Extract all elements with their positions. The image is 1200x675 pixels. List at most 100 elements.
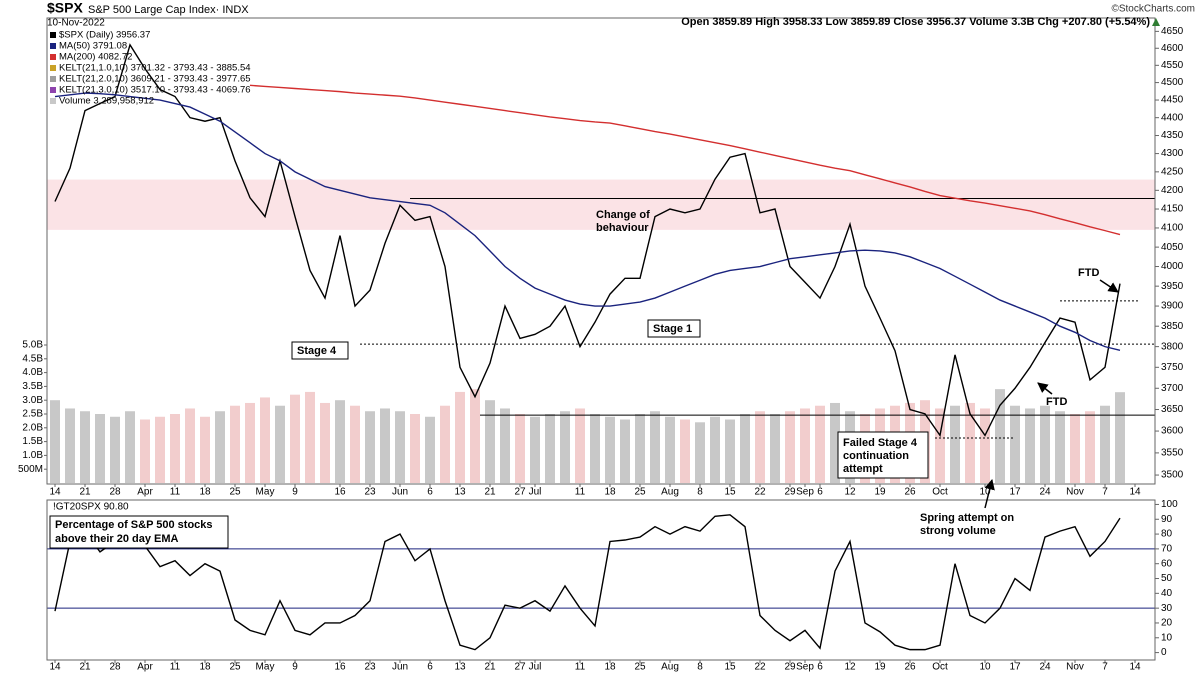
- volume-bar: [410, 414, 420, 483]
- x-tick-label: 15: [724, 487, 736, 498]
- x-tick-label: 25: [634, 662, 646, 673]
- volume-bar: [620, 419, 630, 483]
- volume-bar: [830, 402, 840, 483]
- x-tick-label: 28: [109, 662, 121, 673]
- x-tick-label: 11: [575, 487, 586, 498]
- y-tick-label: 3700: [1161, 383, 1184, 394]
- y2-tick-label: 3.5B: [22, 381, 43, 392]
- y-tick-label: 4650: [1161, 26, 1184, 37]
- x-tick-label: 6: [427, 662, 433, 673]
- legend-label: KELT(21,2.0,10) 3609.21 - 3793.43 - 3977…: [59, 74, 251, 85]
- x-tick-label: 19: [874, 487, 886, 498]
- x-tick-label: Apr: [137, 487, 153, 498]
- x-tick-label: 10: [979, 487, 991, 498]
- y-tick-label: 4550: [1161, 60, 1184, 71]
- y-tick-label: 70: [1161, 544, 1173, 555]
- arrow: [1099, 279, 1119, 293]
- legend-swatch: [50, 87, 56, 93]
- arrow: [984, 478, 995, 509]
- x-tick-label: 25: [229, 487, 241, 498]
- x-tick-label: 11: [170, 662, 181, 673]
- y-tick-label: 3600: [1161, 426, 1184, 437]
- volume-bar: [1115, 392, 1125, 483]
- volume-bar: [470, 389, 480, 483]
- indicator-label: Percentage of S&P 500 stocks: [55, 519, 213, 531]
- y2-tick-label: 2.0B: [22, 422, 43, 433]
- volume-bar: [995, 389, 1005, 483]
- volume-bar: [50, 400, 60, 483]
- x-tick-label: 21: [484, 487, 496, 498]
- y-tick-label: 3950: [1161, 281, 1184, 292]
- volume-bar: [215, 411, 225, 483]
- volume-bar: [635, 414, 645, 483]
- y2-tick-label: 2.5B: [22, 409, 43, 420]
- resistance-band: [47, 179, 1155, 230]
- y-tick-label: 4450: [1161, 95, 1184, 106]
- volume-bar: [515, 414, 525, 483]
- annotation: Stage 1: [653, 323, 692, 335]
- x-tick-label: 7: [1102, 662, 1108, 673]
- quote: Open 3859.89 High 3958.33 Low 3859.89 Cl…: [681, 16, 1150, 28]
- series-line: [54, 43, 1121, 438]
- y-tick-label: 20: [1161, 618, 1173, 629]
- y-tick-label: 3800: [1161, 341, 1184, 352]
- volume-bar: [680, 419, 690, 483]
- volume-bar: [200, 416, 210, 483]
- x-tick-label: Jul: [529, 487, 542, 498]
- x-tick-label: 6: [817, 662, 823, 673]
- volume-bar: [65, 408, 75, 483]
- volume-bar: [335, 400, 345, 483]
- volume-bar: [95, 414, 105, 483]
- x-tick-label: 17: [1009, 662, 1021, 673]
- y-tick-label: 30: [1161, 603, 1173, 614]
- y-tick-label: 0: [1161, 647, 1167, 658]
- x-tick-label: 22: [754, 662, 766, 673]
- x-tick-label: 21: [79, 487, 91, 498]
- volume-bar: [605, 416, 615, 483]
- date: 10-Nov-2022: [47, 18, 105, 29]
- x-tick-label: 12: [844, 662, 856, 673]
- volume-bar: [245, 402, 255, 483]
- y-tick-label: 3500: [1161, 470, 1184, 481]
- legend-label: $SPX (Daily) 3956.37: [59, 30, 150, 41]
- volume-bar: [320, 402, 330, 483]
- volume-bar: [365, 411, 375, 483]
- x-tick-label: 10: [979, 662, 991, 673]
- subtitle: S&P 500 Large Cap Index· INDX: [88, 4, 249, 16]
- up-icon: [1152, 18, 1160, 26]
- y-tick-label: 4150: [1161, 204, 1184, 215]
- x-tick-label: 14: [1129, 662, 1141, 673]
- x-tick-label: 26: [904, 662, 916, 673]
- y-tick-label: 3850: [1161, 321, 1184, 332]
- volume-bar: [590, 414, 600, 483]
- volume-bar: [440, 405, 450, 483]
- volume-bar: [755, 411, 765, 483]
- x-tick-label: 14: [1129, 487, 1141, 498]
- y2-tick-label: 1.5B: [22, 436, 43, 447]
- volume-bar: [125, 411, 135, 483]
- indicator-label-box: [49, 515, 229, 549]
- x-tick-label: 18: [604, 487, 616, 498]
- volume-bar: [740, 414, 750, 483]
- x-tick-label: 25: [229, 662, 241, 673]
- y-tick-label: 40: [1161, 588, 1173, 599]
- x-tick-label: Sep: [796, 487, 814, 498]
- x-tick-label: 6: [817, 487, 823, 498]
- y-tick-label: 3750: [1161, 362, 1184, 373]
- x-tick-label: Oct: [932, 487, 948, 498]
- y2-tick-label: 3.0B: [22, 395, 43, 406]
- x-tick-label: 9: [292, 487, 298, 498]
- series-line: [54, 92, 1121, 351]
- x-tick-label: 15: [724, 662, 736, 673]
- volume-bar: [380, 408, 390, 483]
- volume-bar: [275, 405, 285, 483]
- volume-bar: [785, 411, 795, 483]
- y2-tick-label: 4.5B: [22, 353, 43, 364]
- volume-bar: [455, 391, 465, 483]
- x-tick-label: May: [256, 487, 275, 498]
- annotation: FTD: [1046, 396, 1067, 408]
- annotation: behaviour: [596, 222, 649, 234]
- y2-tick-label: 4.0B: [22, 367, 43, 378]
- y-tick-label: 10: [1161, 632, 1173, 643]
